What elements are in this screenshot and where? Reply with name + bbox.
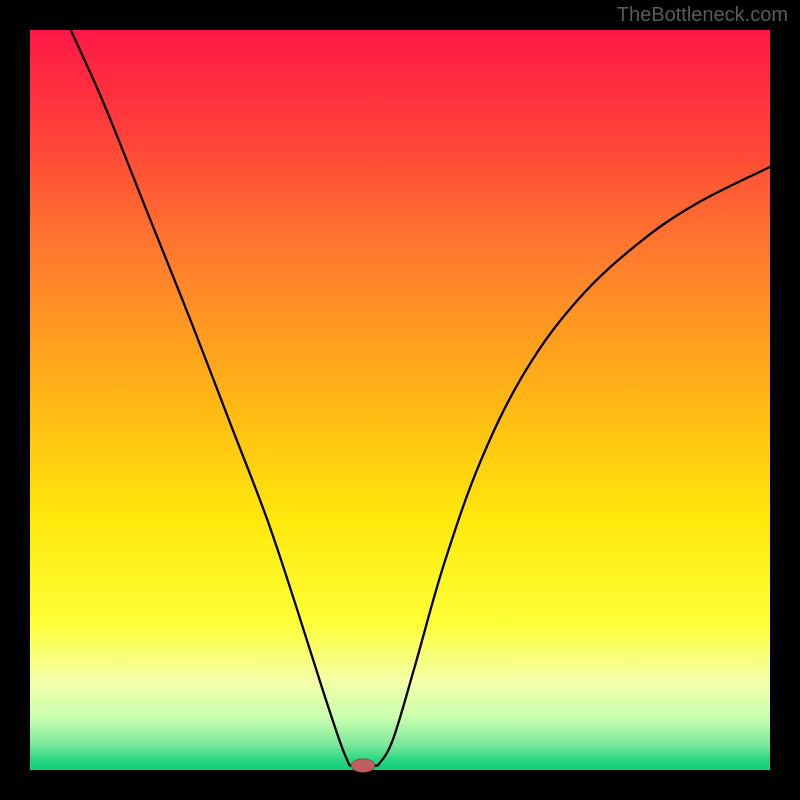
bottleneck-chart (0, 0, 800, 800)
optimum-marker (351, 759, 375, 772)
plot-background (30, 30, 770, 770)
chart-container: TheBottleneck.com (0, 0, 800, 800)
